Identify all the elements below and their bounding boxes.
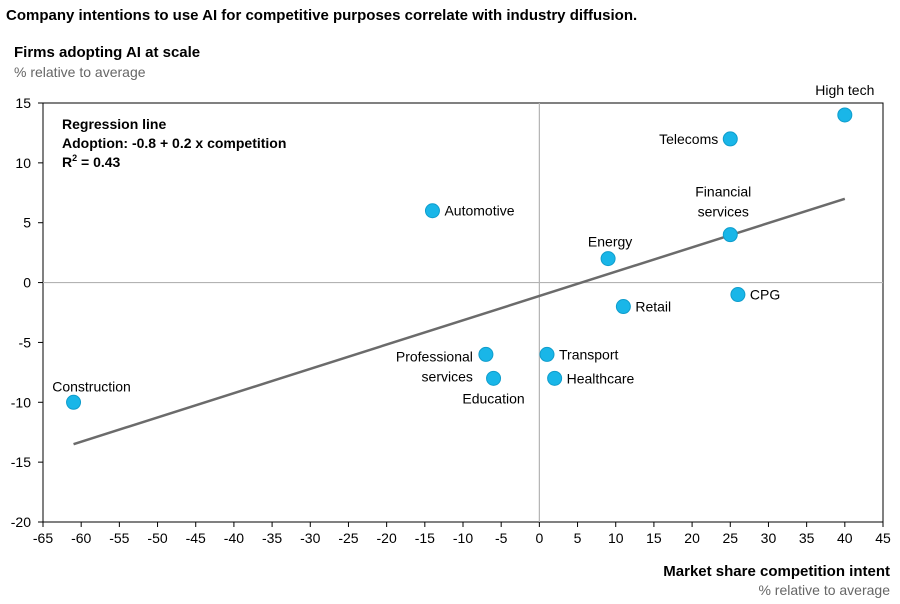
y-tick-label: -10	[11, 394, 31, 410]
x-tick-label: -50	[147, 530, 167, 546]
x-axis-ticks: -65 -60 -55 -50 -45 -40 -35 -30 -25 -20 -15 -10 -5 0 5…	[33, 522, 891, 546]
data-point	[66, 394, 82, 410]
x-tick-label: 40	[837, 530, 853, 546]
regression-equation: Adoption: -0.8 + 0.2 x competition	[62, 135, 286, 151]
axes-frame	[42, 102, 884, 523]
x-tick-label: -40	[224, 530, 244, 546]
data-point	[837, 107, 853, 123]
x-tick-label: -5	[495, 530, 508, 546]
plot-area-border	[42, 102, 884, 523]
point-label: Telecoms	[659, 131, 718, 147]
data-point	[722, 227, 738, 243]
data-point	[486, 370, 502, 386]
y-tick-label: -5	[19, 334, 32, 350]
point-label: Transport	[559, 346, 619, 362]
point-label: Construction	[52, 378, 131, 394]
data-point	[722, 131, 738, 147]
y-tick-label: 10	[15, 155, 31, 171]
x-tick-label: 25	[722, 530, 738, 546]
data-point	[478, 346, 494, 362]
y-axis-label: Firms adopting AI at scale	[14, 44, 200, 61]
point-label: Education	[462, 390, 524, 406]
x-tick-label: -60	[71, 530, 91, 546]
point-label: Professional services	[396, 348, 473, 384]
data-point	[539, 346, 555, 362]
point-label: Retail	[635, 299, 671, 315]
x-tick-label: 20	[684, 530, 700, 546]
x-tick-label: 45	[875, 530, 891, 546]
point-label: Automotive	[444, 203, 514, 219]
data-points: High tech Telecoms Automotive Financial serv…	[52, 82, 874, 410]
x-tick-label: -65	[33, 530, 53, 546]
chart-title: Company intentions to use AI for competi…	[6, 7, 637, 24]
x-tick-label: -30	[300, 530, 320, 546]
data-point	[547, 370, 563, 386]
data-point	[730, 287, 746, 303]
x-tick-label: -10	[453, 530, 473, 546]
y-tick-label: 0	[23, 275, 31, 291]
point-label: Energy	[588, 234, 632, 250]
point-label: Healthcare	[567, 370, 635, 386]
x-tick-label: -25	[338, 530, 358, 546]
x-tick-label: 0	[535, 530, 543, 546]
x-tick-label: -35	[262, 530, 282, 546]
y-tick-label: 15	[15, 95, 31, 111]
y-tick-label: -20	[11, 514, 31, 530]
data-point	[615, 299, 631, 315]
regression-r2: R2 = 0.43	[62, 153, 121, 170]
y-tick-label: -15	[11, 454, 31, 470]
data-point	[424, 203, 440, 219]
x-tick-label: 30	[761, 530, 777, 546]
x-tick-label: -15	[415, 530, 435, 546]
x-tick-label: -20	[377, 530, 397, 546]
regression-annotation: Regression line Adoption: -0.8 + 0.2 x c…	[62, 116, 286, 170]
point-label: Financial services	[695, 184, 751, 220]
x-tick-label: 10	[608, 530, 624, 546]
point-label: CPG	[750, 287, 780, 303]
x-tick-label: -45	[186, 530, 206, 546]
point-label: High tech	[815, 82, 874, 98]
x-tick-label: 35	[799, 530, 815, 546]
x-tick-label: -55	[109, 530, 129, 546]
x-axis-label: Market share competition intent	[663, 563, 890, 580]
y-tick-label: 5	[23, 215, 31, 231]
x-axis-sublabel: % relative to average	[758, 582, 890, 598]
x-tick-label: 5	[574, 530, 582, 546]
regression-heading: Regression line	[62, 116, 166, 132]
y-axis-sublabel: % relative to average	[14, 64, 146, 80]
regression-line	[73, 197, 846, 446]
y-axis-ticks: 15 10 5 0 -5 -10 -15 -20	[11, 95, 43, 530]
data-point	[600, 251, 616, 267]
x-tick-label: 15	[646, 530, 662, 546]
